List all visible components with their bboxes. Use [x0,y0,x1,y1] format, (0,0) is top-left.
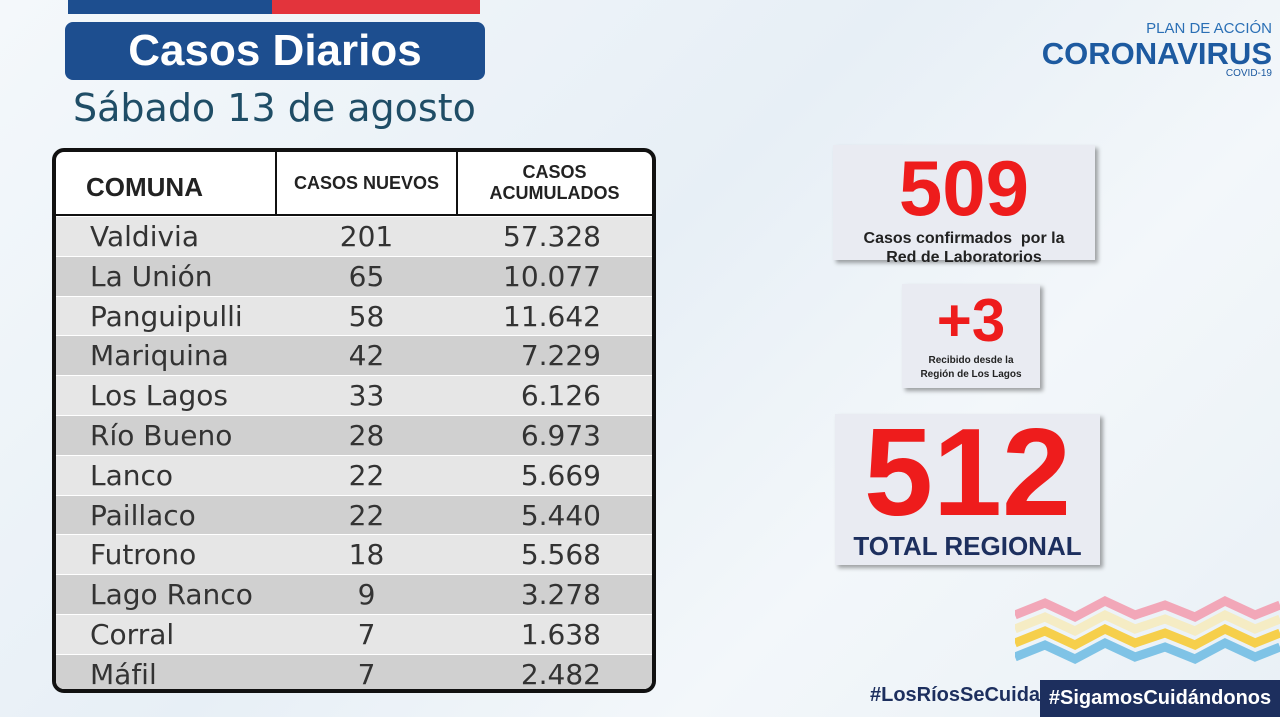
table-cell: 7 [357,618,376,651]
stat-value: 512 [864,404,1071,542]
stat-caption: Casos confirmados por la [863,230,1065,247]
column-header: CASOS NUEVOS [276,152,457,214]
logo-text: PLAN DE ACCIÓN [1146,20,1272,37]
table-cell: Valdivia [90,220,199,253]
stat-caption: Red de Laboratorios [886,249,1042,266]
table-cell: 5.440 [520,498,601,532]
table-row: Mariquina 42 7.229 [56,335,652,376]
table-row: Los Lagos 33 6.126 [56,375,652,416]
table-cell: Máfil [90,657,157,691]
column-header: COMUNA [56,156,276,218]
table-row: Lanco 22 5.669 [56,454,652,495]
stripe [1015,595,1280,623]
table-cell: 65 [348,259,385,293]
table-cell: 28 [348,419,385,452]
table-row: Lago Ranco 9 3.278 [56,574,652,615]
table-row: La Unión 65 10.077 [56,255,652,296]
top-bar-blue [68,0,272,14]
stat-caption: TOTAL REGIONAL [853,531,1082,561]
table-cell: Futrono [90,538,197,572]
table-row: Futrono 18 5.568 [56,534,652,575]
hashtag: #SigamosCuidándonos [1040,680,1280,717]
header-line: CASOS NUEVOS [293,172,440,193]
table-cell: 2.482 [520,657,601,691]
table-cell: 5.669 [520,458,601,492]
header-line: ACUMULADOS [489,183,620,203]
table-row: Máfil 7 2.482 [56,653,652,691]
table-row: Valdivia 201 57.328 [56,216,652,256]
cases-table: COMUNA CASOS NUEVOS CASOS ACUMULADOS Valdivi… [52,148,656,693]
hashtag: #LosRíosSeCuida [870,684,1041,706]
stat-value: +3 [936,287,1006,354]
table-cell: 7 [357,657,376,691]
table-cell: 3.278 [520,578,601,612]
table-row: Corral 7 1.638 [56,614,652,654]
table-cell: 33 [348,379,385,413]
table-row: Paillaco 22 5.440 [56,494,652,535]
table-row: Panguipulli 58 11.642 [56,295,652,336]
table-cell: 22 [348,498,385,532]
table-cell: La Unión [90,259,213,293]
column-header: CASOS ACUMULADOS [457,152,652,214]
decorative-stripes [1015,595,1280,665]
table-cell: Paillaco [90,498,196,532]
stat-value: 509 [898,144,1030,232]
table-cell: 57.328 [503,220,601,253]
table-cell: 7.229 [520,339,601,373]
table-cell: 18 [348,538,385,572]
table-cell: Río Bueno [90,419,233,452]
logo-text: COVID-19 [1225,68,1272,79]
table-cell: Panguipulli [90,299,243,333]
header-line: COMUNA [86,171,203,202]
table-cell: Mariquina [90,339,229,373]
table-cell: 5.568 [520,538,601,572]
table-cell: 6.973 [520,419,601,452]
table-cell: 11.642 [503,299,601,333]
stat-box: +3 Recibido desde la Región de Los Lagos [902,284,1040,388]
table-cell: Corral [90,618,175,651]
top-bar-red [272,0,480,14]
header-divider [56,214,652,216]
stat-box: 509 Casos confirmados por la Red de Labo… [833,144,1095,266]
table-cell: 6.126 [520,379,601,413]
header-line: CASOS [522,162,587,182]
column-divider [456,152,458,214]
stat-caption: Recibido desde la [928,355,1014,366]
table-cell: Lago Ranco [90,578,253,612]
table-cell: 22 [348,458,385,492]
stat-caption: Región de Los Lagos [920,369,1022,380]
table-row: Río Bueno 28 6.973 [56,415,652,455]
logo-text: CORONAVIRUS [1041,36,1272,71]
column-divider [275,152,277,214]
stripe [1015,637,1280,665]
title: Casos Diarios [65,22,485,80]
table-cell: Los Lagos [90,379,228,413]
table-cell: 58 [348,299,385,333]
table-cell: Lanco [90,458,174,492]
table-cell: 9 [357,578,376,612]
subtitle: Sábado 13 de agosto [73,86,476,130]
stripe [1015,623,1280,651]
table-cell: 201 [339,220,394,253]
table-cell: 10.077 [503,259,601,293]
table-cell: 42 [348,339,385,373]
stripe [1015,609,1280,637]
stat-box: 512 TOTAL REGIONAL [835,404,1100,565]
table-cell: 1.638 [520,618,601,651]
